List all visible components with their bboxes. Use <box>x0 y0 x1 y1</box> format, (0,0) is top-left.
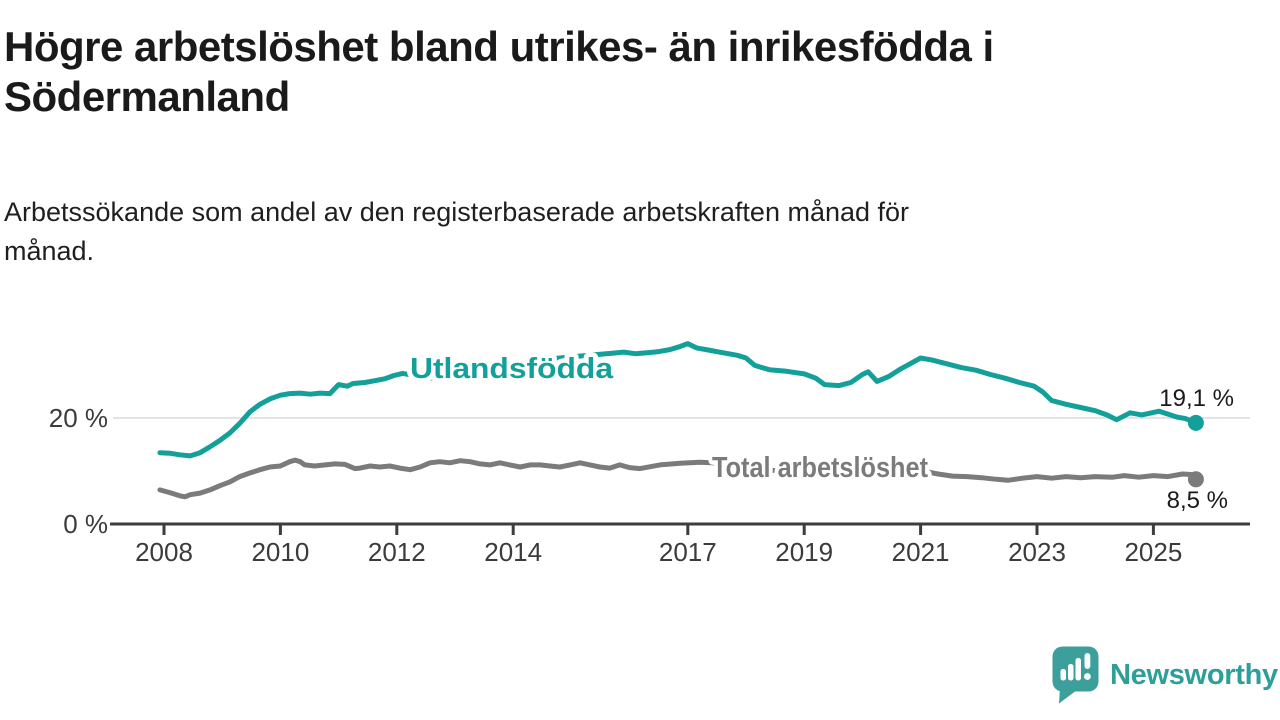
chart-subtitle-line-2: månad. <box>4 236 95 266</box>
logo-exclamation-bar <box>1084 653 1091 669</box>
series-lines <box>157 341 1204 500</box>
newsworthy-logo-text: Newsworthy <box>1110 658 1278 691</box>
x-tick-label-2023: 2023 <box>1008 537 1066 567</box>
x-tick-label-2008: 2008 <box>135 537 193 567</box>
series-label-utlandsfodda: Utlandsfödda <box>410 353 614 385</box>
logo-bar-2 <box>1068 664 1074 681</box>
series-end-dot-0 <box>1187 414 1204 431</box>
logo-exclamation-dot <box>1084 673 1091 680</box>
newsworthy-logo-icon <box>1052 646 1099 704</box>
logo-bubble-tail <box>1059 687 1075 704</box>
y-tick-label-0: 0 % <box>63 509 108 539</box>
series-label-total-arbetsloshet: Total arbetslöshet <box>712 452 928 484</box>
page-title: Högre arbetslöshet bland utrikes- än inr… <box>4 22 1224 122</box>
x-tick-label-2017: 2017 <box>659 537 717 567</box>
page-title-line-2: Södermanland <box>4 73 290 120</box>
page-title-line-1: Högre arbetslöshet bland utrikes- än inr… <box>4 23 994 70</box>
chart-subtitle-line-1: Arbetssökande som andel av den registerb… <box>4 197 910 227</box>
x-tick-label-2019: 2019 <box>775 537 833 567</box>
logo-bar-1 <box>1060 669 1066 681</box>
logo-bar-3 <box>1075 658 1081 681</box>
x-axis-ticks: 2008 2010 2012 2014 2017 2019 2021 2023 2025 <box>135 524 1182 567</box>
x-tick-label-2025: 2025 <box>1124 537 1182 567</box>
y-tick-label-20: 20 % <box>49 403 108 433</box>
newsworthy-logo: Newsworthy <box>1052 646 1278 704</box>
series-line-0 <box>157 341 1199 459</box>
x-tick-label-2012: 2012 <box>368 537 426 567</box>
series-line-1 <box>157 457 1199 500</box>
chart-subtitle: Arbetssökande som andel av den registerb… <box>4 193 1224 271</box>
x-tick-label-2021: 2021 <box>892 537 950 567</box>
series-end-dot-1 <box>1187 471 1204 488</box>
x-tick-label-2014: 2014 <box>484 537 542 567</box>
end-value-label-utlandsfodda: 19,1 % <box>1159 385 1234 412</box>
end-value-label-total: 8,5 % <box>1167 487 1228 514</box>
x-tick-label-2010: 2010 <box>251 537 309 567</box>
